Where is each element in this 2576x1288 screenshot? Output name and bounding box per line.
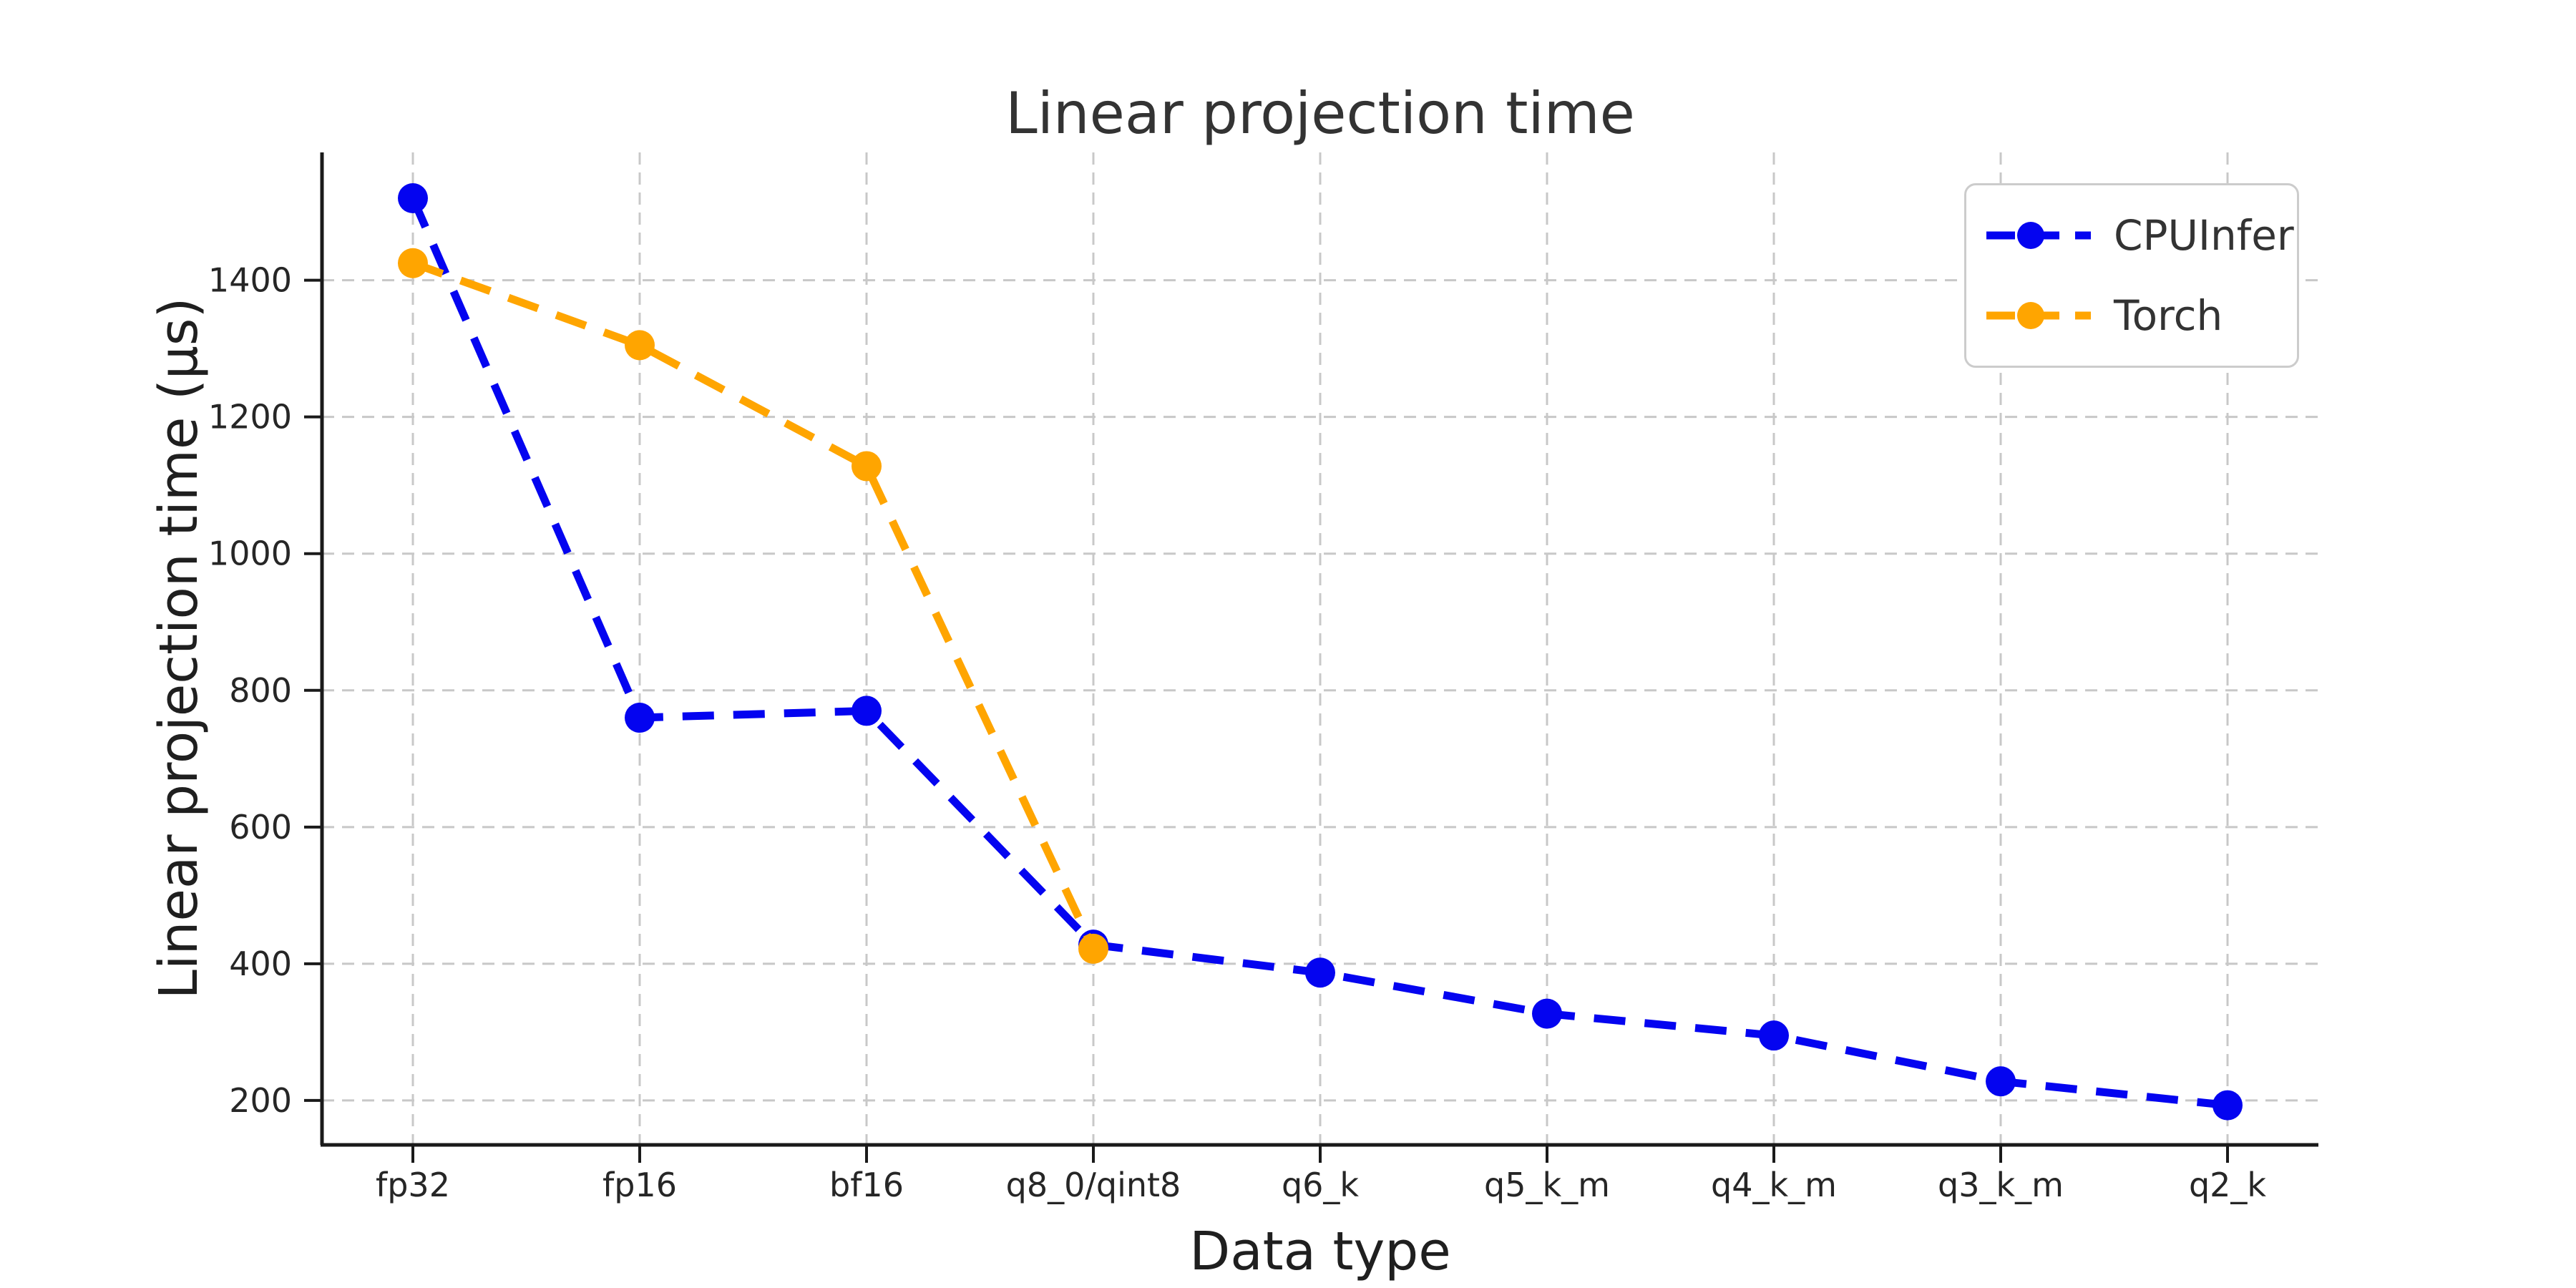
- y-tick-label: 1000: [208, 535, 292, 573]
- data-point-marker-CPUInfer: [1986, 1066, 2016, 1097]
- x-axis-label: Data type: [1189, 1221, 1451, 1282]
- chart-title: Linear projection time: [1005, 80, 1635, 147]
- data-point-marker-CPUInfer: [625, 702, 655, 733]
- data-point-marker-CPUInfer: [398, 183, 428, 214]
- x-tick-label: q2_k: [2189, 1166, 2266, 1204]
- data-point-marker-CPUInfer: [852, 696, 882, 726]
- data-point-marker-Torch: [1078, 933, 1108, 964]
- data-point-marker-CPUInfer: [1759, 1020, 1789, 1051]
- y-tick-label: 600: [229, 808, 292, 847]
- x-tick-label: q5_k_m: [1484, 1166, 1610, 1204]
- data-point-marker-CPUInfer: [2212, 1090, 2243, 1121]
- y-tick-label: 200: [229, 1081, 292, 1120]
- x-tick-label: fp32: [376, 1166, 450, 1204]
- x-tick-label: fp16: [602, 1166, 677, 1204]
- y-tick-label: 1200: [208, 398, 292, 436]
- data-point-marker-Torch: [625, 330, 655, 361]
- x-tick-label: q6_k: [1282, 1166, 1359, 1204]
- x-tick-label: q3_k_m: [1938, 1166, 2064, 1204]
- legend-label: CPUInfer: [2114, 211, 2294, 260]
- x-tick-label: bf16: [829, 1166, 904, 1204]
- legend: CPUInfer Torch: [1964, 183, 2299, 368]
- legend-line-marker-icon: [1986, 302, 2091, 329]
- legend-label: Torch: [2114, 291, 2223, 340]
- y-tick-label: 400: [229, 945, 292, 983]
- y-tick-label: 1400: [208, 261, 292, 300]
- y-tick-label: 800: [229, 671, 292, 710]
- data-point-marker-CPUInfer: [1532, 998, 1562, 1029]
- data-point-marker-Torch: [398, 248, 428, 278]
- legend-item-CPUInfer: CPUInfer: [1985, 211, 2294, 260]
- legend-line-marker-icon: [1986, 222, 2091, 249]
- x-tick-label: q4_k_m: [1711, 1166, 1837, 1204]
- legend-item-Torch: Torch: [1985, 291, 2278, 340]
- series-line-Torch: [411, 259, 1097, 951]
- x-tick-label: q8_0/qint8: [1006, 1166, 1181, 1204]
- data-point-marker-Torch: [852, 451, 882, 482]
- data-point-marker-CPUInfer: [1305, 957, 1335, 988]
